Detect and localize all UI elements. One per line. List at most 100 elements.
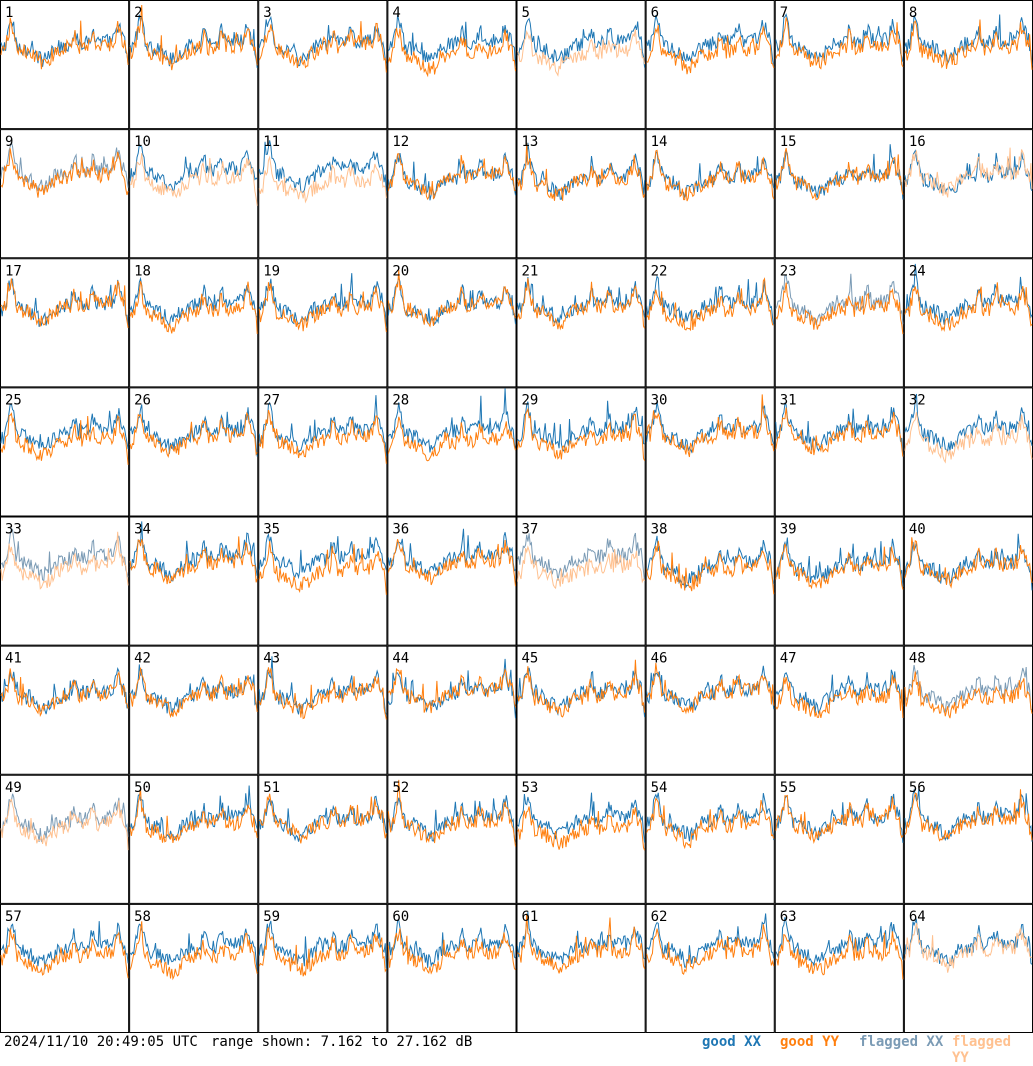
panel-label: 6 — [651, 5, 659, 21]
panel-16: 16 — [903, 129, 1033, 259]
panel-label: 3 — [263, 5, 271, 21]
series-yy-44 — [388, 667, 516, 714]
panel-label: 11 — [263, 134, 280, 150]
panel-55: 55 — [774, 774, 904, 904]
panel-18: 18 — [129, 258, 259, 388]
panel-label: 56 — [909, 780, 926, 796]
panel-37: 37 — [516, 516, 646, 646]
panel-frame — [387, 645, 517, 775]
panel-frame — [516, 0, 646, 130]
panel-frame — [903, 258, 1033, 388]
panel-42: 42 — [129, 645, 259, 775]
panel-14: 14 — [645, 129, 775, 259]
panel-label: 34 — [134, 522, 151, 538]
panel-label: 1 — [5, 5, 13, 21]
series-yy-8 — [904, 19, 1033, 70]
panel-frame — [516, 258, 646, 388]
panel-frame — [0, 258, 130, 388]
panel-26: 26 — [129, 387, 259, 517]
panel-frame — [129, 645, 259, 775]
panel-label: 57 — [5, 909, 22, 925]
series-xx-29 — [517, 400, 645, 452]
panel-label: 41 — [5, 651, 22, 667]
panel-3: 3 — [258, 0, 388, 130]
panel-59: 59 — [258, 903, 388, 1033]
panel-frame — [645, 645, 775, 775]
panel-frame — [774, 129, 904, 259]
panel-frame — [774, 0, 904, 130]
panel-label: 26 — [134, 392, 151, 408]
panel-12: 12 — [387, 129, 517, 259]
panel-47: 47 — [774, 645, 904, 775]
panel-frame — [645, 903, 775, 1033]
panel-frame — [774, 774, 904, 904]
panel-23: 23 — [774, 258, 904, 388]
legend-flagged-yy: flagged YY — [952, 1034, 1012, 1066]
panel-frame — [903, 516, 1033, 646]
series-yy-29 — [517, 407, 646, 461]
series-yy-54 — [646, 797, 775, 850]
panel-17: 17 — [0, 258, 130, 388]
panel-frame — [774, 258, 904, 388]
series-yy-62 — [646, 924, 775, 975]
panel-19: 19 — [258, 258, 388, 388]
panel-frame — [516, 903, 646, 1033]
panel-33: 33 — [0, 516, 130, 646]
panel-20: 20 — [387, 258, 517, 388]
series-yy-30 — [646, 394, 775, 458]
panel-label: 54 — [651, 780, 668, 796]
series-yy-1 — [0, 17, 129, 70]
panel-51: 51 — [258, 774, 388, 904]
panel-1: 1 — [0, 0, 130, 130]
series-xx-55 — [775, 793, 904, 843]
panel-frame — [0, 516, 130, 646]
series-xx-27 — [258, 395, 387, 457]
panel-label: 48 — [909, 651, 926, 667]
panel-label: 59 — [263, 909, 280, 925]
panel-label: 35 — [263, 522, 280, 538]
panel-30: 30 — [645, 387, 775, 517]
panel-45: 45 — [516, 645, 646, 775]
panel-label: 23 — [780, 263, 797, 279]
panel-32: 32 — [903, 387, 1033, 517]
panel-label: 19 — [263, 263, 280, 279]
series-yy-2 — [129, 4, 258, 71]
series-yy-11 — [258, 155, 387, 204]
series-yy-20 — [387, 269, 516, 328]
panel-frame — [387, 258, 517, 388]
series-yy-39 — [775, 543, 904, 590]
panel-56: 56 — [903, 774, 1033, 904]
panel-frame — [258, 645, 388, 775]
panel-64: 64 — [903, 903, 1033, 1033]
series-yy-18 — [129, 281, 258, 334]
series-yy-26 — [129, 411, 258, 458]
panel-5: 5 — [516, 0, 646, 130]
panel-62: 62 — [645, 903, 775, 1033]
panel-frame — [516, 774, 646, 904]
panel-frame — [774, 516, 904, 646]
series-xx-33 — [0, 527, 129, 582]
panel-label: 16 — [909, 134, 926, 150]
panel-frame — [129, 774, 259, 904]
panel-13: 13 — [516, 129, 646, 259]
panel-label: 63 — [780, 909, 797, 925]
series-xx-37 — [517, 532, 646, 582]
panel-54: 54 — [645, 774, 775, 904]
panel-label: 42 — [134, 651, 151, 667]
panel-frame — [903, 0, 1033, 130]
series-yy-25 — [0, 412, 129, 465]
series-xx-31 — [775, 402, 904, 457]
panel-label: 28 — [392, 392, 409, 408]
timestamp: 2024/11/10 20:49:05 UTC — [4, 1034, 198, 1050]
panel-label: 39 — [780, 522, 797, 538]
panel-frame — [0, 774, 130, 904]
panel-label: 38 — [651, 522, 668, 538]
panel-label: 32 — [909, 392, 926, 408]
panel-48: 48 — [903, 645, 1033, 775]
series-yy-43 — [258, 667, 387, 720]
series-yy-57 — [0, 928, 129, 979]
panel-25: 25 — [0, 387, 130, 517]
series-yy-32 — [904, 412, 1033, 464]
panel-58: 58 — [129, 903, 259, 1033]
panel-label: 33 — [5, 522, 22, 538]
